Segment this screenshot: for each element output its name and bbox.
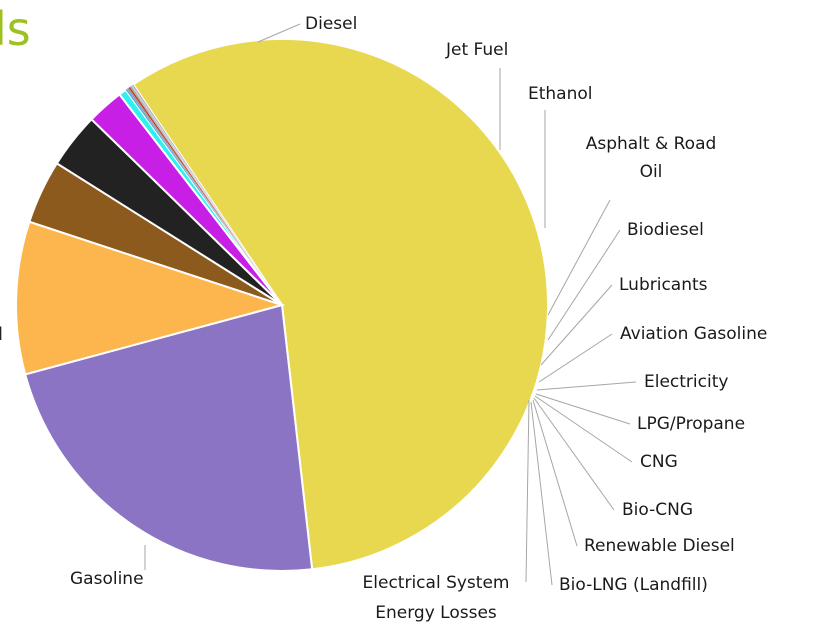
leader-line-biodiesel: [547, 229, 621, 341]
slices: [15, 38, 549, 572]
leader-line-electricity: [536, 381, 637, 391]
leader-line-electrical-system-energy-losses: [525, 399, 530, 583]
label-gasoline: Gasoline: [70, 569, 144, 589]
leader-line-aviation-gasoline: [538, 333, 613, 383]
leader-line-bio-cng: [533, 397, 615, 511]
slice-diesel: [23, 303, 314, 572]
slice-gasoline: [131, 38, 549, 571]
labels: Gasoline Diesel Jet Fuel Ethanol Asphalt & R…: [70, 14, 767, 623]
label-lpg-propane: LPG/Propane: [637, 414, 745, 434]
leader-line-diesel: [257, 23, 301, 43]
leader-line-asphalt-road-oil: [547, 199, 611, 316]
slice-jet-fuel: [15, 220, 286, 376]
left-text-fragment: l: [0, 324, 4, 345]
label-bio-cng: Bio-CNG: [622, 500, 693, 520]
label-jet-fuel: Jet Fuel: [445, 40, 508, 60]
leader-line-cng: [534, 395, 633, 463]
label-renewable-diesel: Renewable Diesel: [584, 536, 735, 556]
title-fragment: ls: [0, 2, 31, 56]
label-biodiesel: Biodiesel: [627, 220, 704, 240]
label-asphalt-road-oil: Asphalt & Road Oil: [586, 134, 717, 182]
label-cng: CNG: [640, 452, 678, 472]
leader-line-renewable-diesel: [532, 399, 578, 547]
label-diesel: Diesel: [305, 14, 357, 34]
label-electrical-system-energy-losses: Electrical System Energy Losses: [363, 573, 510, 623]
leader-line-lpg-propane: [535, 393, 631, 425]
label-lubricants: Lubricants: [619, 275, 708, 295]
label-bio-lng-landfill: Bio-LNG (Landfill): [559, 575, 708, 595]
label-ethanol: Ethanol: [528, 84, 593, 104]
label-aviation-gasoline: Aviation Gasoline: [620, 324, 767, 344]
leader-line-lubricants: [540, 284, 613, 366]
leader-line-bio-lng-landfill: [530, 401, 553, 586]
slice-electrical-system-energy-losses: [131, 84, 283, 306]
label-electricity: Electricity: [644, 372, 728, 392]
